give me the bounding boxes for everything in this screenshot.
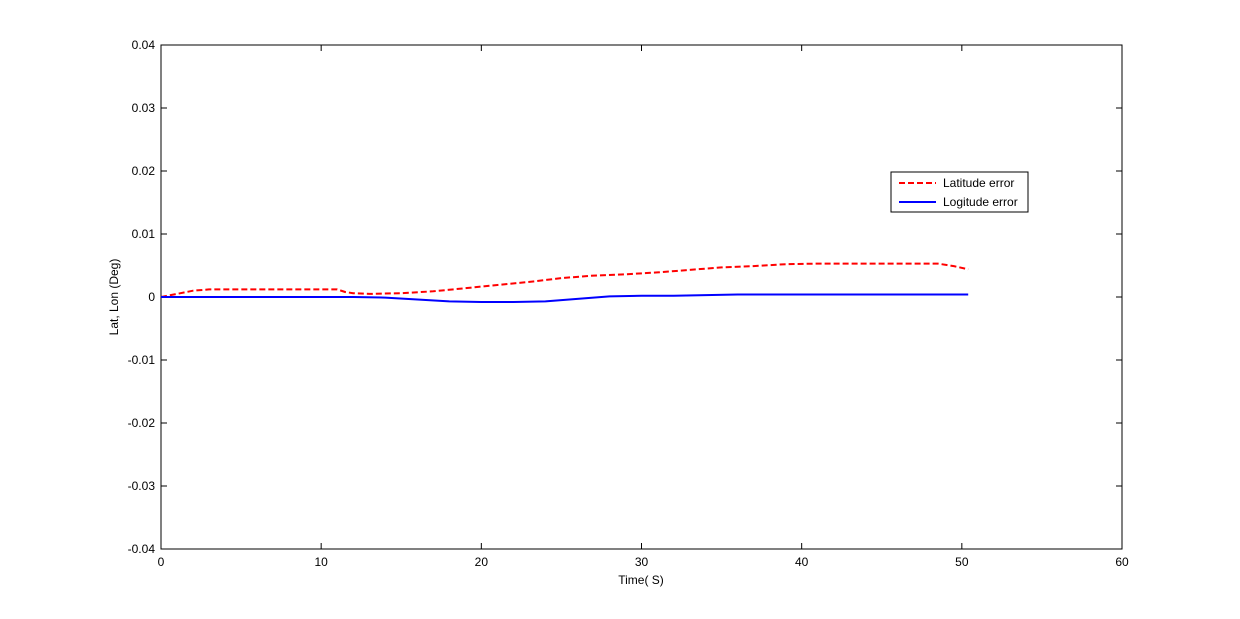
legend-label-longitude: Logitude error (943, 195, 1018, 209)
x-axis-label: Time( S) (618, 573, 664, 587)
x-tick-label: 10 (314, 555, 328, 569)
latitude-error-line (160, 262, 969, 298)
legend-box (890, 171, 1029, 213)
y-tick-label: 0.01 (132, 227, 156, 241)
y-axis-label: Lat, Lon (Deg) (107, 259, 121, 336)
legend: Latitude error Logitude error (890, 171, 1029, 213)
y-tick-label: 0 (148, 290, 155, 304)
y-tick-label: 0.03 (132, 101, 156, 115)
longitude-error-line (161, 293, 969, 303)
x-tick-label: 60 (1115, 555, 1129, 569)
x-tick-label: 0 (158, 555, 165, 569)
y-tick-label: -0.04 (128, 542, 156, 556)
x-tick-label: 50 (955, 555, 969, 569)
legend-label-latitude: Latitude error (943, 176, 1014, 190)
series-layer (160, 262, 969, 303)
axis-ticks (160, 44, 1123, 550)
x-tick-label: 30 (635, 555, 649, 569)
x-tick-label: 40 (795, 555, 809, 569)
axis-tick-labels: 0 10 20 30 40 50 60 -0.04 -0.03 -0.02 -0.01 0 0.01 0.… (128, 38, 1129, 569)
y-tick-label: 0.02 (132, 164, 156, 178)
y-tick-label: -0.03 (128, 479, 156, 493)
y-tick-label: 0.04 (132, 38, 156, 52)
y-tick-label: -0.02 (128, 416, 156, 430)
x-tick-label: 20 (475, 555, 489, 569)
y-tick-label: -0.01 (128, 353, 156, 367)
